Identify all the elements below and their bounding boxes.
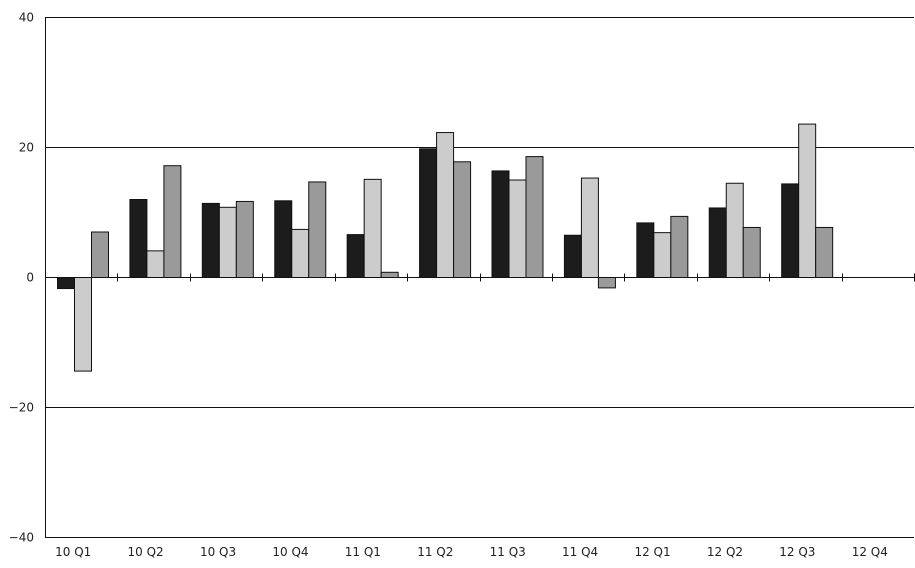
x-tick-labels: 10 Q1 10 Q2 10 Q3 10 Q4 11 Q1 11 Q2 11 Q3 11 Q4… <box>55 545 888 559</box>
bar-series3-11-q4 <box>597 277 616 289</box>
bar-series3-10-q1 <box>91 231 109 278</box>
y-tick-label: −20 <box>9 401 34 415</box>
y-tick-label: 40 <box>19 11 34 25</box>
bar-series3-10-q4 <box>308 181 327 278</box>
bar-series1-10-q3 <box>201 202 220 278</box>
x-tick-label: 10 Q4 <box>272 545 308 559</box>
x-tick-label: 11 Q1 <box>345 545 381 559</box>
bar-series1-11-q4 <box>563 234 582 278</box>
bar-series2-10-q4 <box>291 228 310 278</box>
bar-series2-11-q2 <box>436 132 455 278</box>
bar-series2-11-q3 <box>508 179 527 278</box>
bar-series2-12-q1 <box>653 232 672 278</box>
x-tick-label: 11 Q4 <box>562 545 598 559</box>
bar-series2-10-q3 <box>218 206 237 278</box>
y-tick-label: 20 <box>19 141 34 155</box>
bar-series1-11-q3 <box>491 170 510 278</box>
bar-series2-11-q1 <box>363 178 382 279</box>
bar-series2-12-q2 <box>725 182 744 278</box>
x-tick-label: 10 Q3 <box>200 545 236 559</box>
y-tick-label: −40 <box>9 531 34 545</box>
bar-series1-10-q2 <box>129 199 148 278</box>
bar-series3-12-q1 <box>670 215 689 278</box>
x-tick-label: 10 Q2 <box>128 545 164 559</box>
bar-series3-12-q2 <box>742 226 761 278</box>
bar-series2-10-q1 <box>74 277 92 372</box>
gridlines <box>45 17 914 408</box>
bar-series1-10-q1 <box>57 277 75 290</box>
bar-series3-10-q2 <box>163 165 182 278</box>
x-tick-label: 12 Q2 <box>707 545 743 559</box>
bar-series1-12-q3 <box>781 183 800 278</box>
bar-series2-10-q2 <box>146 250 165 279</box>
bar-series1-12-q1 <box>636 222 655 278</box>
bar-series3-11-q3 <box>525 156 544 279</box>
x-tick-label: 12 Q4 <box>852 545 888 559</box>
bar-series1-11-q1 <box>346 234 365 279</box>
x-tick-label: 10 Q1 <box>55 545 91 559</box>
bar-series2-11-q4 <box>580 177 599 278</box>
x-tick-label: 11 Q2 <box>417 545 453 559</box>
bar-series3-11-q2 <box>453 161 472 278</box>
x-tick-label: 11 Q3 <box>490 545 526 559</box>
y-tick-labels: 40 20 0 −20 −40 <box>9 11 34 545</box>
x-tick-label: 12 Q3 <box>779 545 815 559</box>
bar-series1-11-q2 <box>419 148 438 278</box>
axes <box>45 17 915 538</box>
x-tick-label: 12 Q1 <box>634 545 670 559</box>
bar-series3-12-q3 <box>815 226 834 278</box>
bar-series3-11-q1 <box>380 271 399 278</box>
bar-series2-12-q3 <box>798 123 817 278</box>
bars <box>57 123 834 372</box>
bar-series1-10-q4 <box>274 200 293 278</box>
bar-series3-10-q3 <box>235 200 254 278</box>
bar-series1-12-q2 <box>708 207 727 278</box>
y-tick-label: 0 <box>26 271 34 285</box>
